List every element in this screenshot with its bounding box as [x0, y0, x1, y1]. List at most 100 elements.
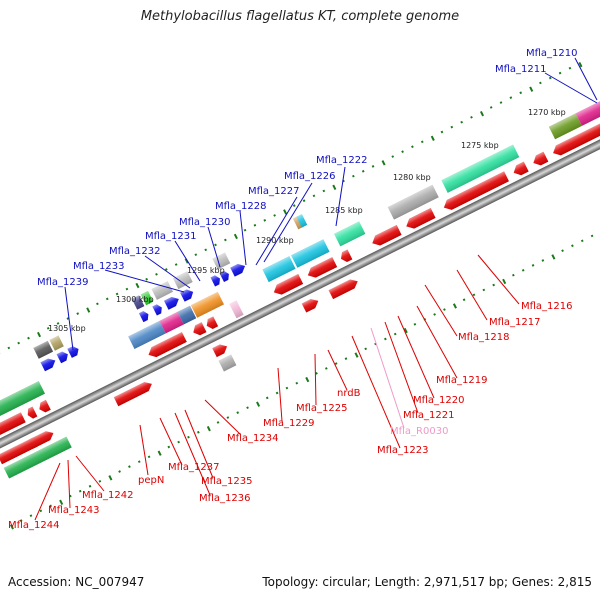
ruler-tick — [9, 524, 14, 530]
ruler-tick — [275, 391, 279, 395]
ruler-tick — [206, 426, 211, 432]
gene-label[interactable]: pepN — [138, 475, 164, 486]
bottom-gene-labels: Mfla_1216 Mfla_1217 Mfla_1218 Mfla_1219 … — [8, 301, 573, 531]
gene-label[interactable]: Mfla_1211 — [495, 64, 547, 75]
gene-label[interactable]: Mfla_1210 — [526, 48, 578, 59]
ruler-tick — [56, 322, 60, 325]
leader-line — [370, 327, 405, 429]
ruler-tick — [216, 421, 220, 424]
ruler-tick — [548, 76, 552, 80]
kbp-label: 1280 kbp — [393, 173, 431, 182]
ruler-tick — [344, 357, 348, 360]
gene-label[interactable]: Mfla_1223 — [377, 445, 429, 456]
gene-label[interactable]: Mfla_1222 — [316, 155, 368, 166]
topology-text: Topology: circular; Length: 2,971,517 bp… — [262, 575, 592, 589]
ruler-tick — [322, 189, 326, 193]
gene-shading — [406, 208, 436, 229]
ruler-tick — [187, 435, 190, 439]
ruler-tick — [184, 258, 189, 264]
ruler-tick — [411, 145, 414, 149]
genome-track — [0, 61, 600, 530]
gene-label[interactable]: Mfla_1232 — [109, 246, 161, 257]
ruler-tick — [539, 81, 542, 85]
gene-label[interactable]: Mfla_1237 — [168, 462, 220, 473]
ruler-tick — [76, 312, 80, 315]
gene-label[interactable]: Mfla_1229 — [263, 418, 315, 429]
gene-label[interactable]: Mfla_1225 — [296, 403, 348, 414]
ruler-tick — [292, 204, 296, 207]
ruler-tick — [452, 303, 457, 309]
ruler-tick — [403, 327, 408, 334]
kbp-label: 1305 kbp — [48, 324, 86, 333]
leader-line — [277, 367, 283, 422]
ruler-tick — [541, 259, 545, 262]
gene-label[interactable]: Mfla_1217 — [489, 317, 541, 328]
gene-shading — [533, 151, 549, 166]
gene-label[interactable]: Mfla_1239 — [37, 277, 89, 288]
gene-label[interactable]: Mfla_1226 — [284, 171, 336, 182]
gene-shading — [548, 113, 582, 140]
gene-label[interactable]: Mfla_1243 — [48, 505, 100, 516]
gene-shading — [273, 274, 304, 295]
ruler-tick — [393, 332, 397, 336]
leader-line — [207, 226, 221, 268]
ruler-tick — [157, 450, 162, 456]
ruler-tick — [472, 293, 476, 297]
gene-label[interactable]: Mfla_1233 — [73, 261, 125, 272]
ruler-tick — [39, 509, 43, 513]
ruler-tick — [371, 165, 375, 168]
ruler-tick — [381, 160, 386, 166]
gene-label[interactable]: Mfla_1235 — [201, 476, 253, 487]
ruler-tick — [430, 135, 435, 141]
map-title: Methylobacillus flagellatus KT, complete… — [140, 9, 460, 24]
ruler-tick — [580, 239, 584, 243]
ruler-tick — [59, 499, 64, 506]
ruler-tick — [155, 273, 158, 276]
ruler-tick — [519, 91, 523, 95]
gene-label[interactable]: Mfla_1234 — [227, 433, 279, 444]
ruler-tick — [29, 514, 33, 518]
ruler-tick — [462, 298, 466, 302]
ruler-tick — [263, 219, 267, 222]
gene-label[interactable]: Mfla_1220 — [413, 395, 465, 406]
gene-label[interactable]: Mfla_1236 — [199, 493, 251, 504]
ruler-tick — [460, 120, 463, 124]
gene-label[interactable]: Mfla_R0030 — [390, 426, 448, 437]
gene-label[interactable]: nrdB — [337, 388, 361, 399]
ruler-tick — [499, 101, 503, 104]
gene-label[interactable]: Mfla_1221 — [403, 410, 455, 421]
gene-label[interactable]: Mfla_1231 — [145, 231, 197, 242]
kbp-label: 1275 kbp — [461, 141, 499, 150]
reverse-strand-genes — [0, 279, 358, 479]
gene-shading — [28, 437, 39, 449]
gene-label[interactable]: Mfla_1227 — [248, 186, 300, 197]
gene-label[interactable]: Mfla_1228 — [215, 201, 267, 212]
gene-label[interactable]: Mfla_1219 — [436, 375, 488, 386]
gene-label[interactable]: Mfla_1230 — [179, 217, 231, 228]
leader-line — [159, 417, 183, 466]
ruler-tick — [105, 297, 109, 301]
gene-shading — [27, 406, 38, 419]
leader-line — [174, 240, 201, 282]
gene-label[interactable]: Mfla_1216 — [521, 301, 573, 312]
gene-label[interactable]: Mfla_1218 — [458, 332, 510, 343]
ruler-tick — [273, 214, 276, 217]
ruler-tick — [204, 248, 208, 252]
leader-line — [255, 196, 298, 266]
gene-label[interactable]: Mfla_1244 — [8, 520, 60, 531]
gene-label[interactable]: Mfla_1242 — [82, 490, 134, 501]
ruler-tick — [196, 430, 200, 434]
ruler-tick — [361, 169, 365, 173]
leader-line — [477, 254, 520, 305]
ruler-tick — [19, 519, 23, 522]
leader-line — [335, 166, 346, 227]
gene-shading — [164, 296, 179, 310]
gene-shading — [0, 381, 45, 425]
gene-shading — [113, 382, 152, 407]
gene-shading — [219, 270, 229, 283]
gene-shading — [49, 335, 64, 351]
leader-line — [397, 315, 435, 399]
gene-shading — [229, 300, 244, 319]
